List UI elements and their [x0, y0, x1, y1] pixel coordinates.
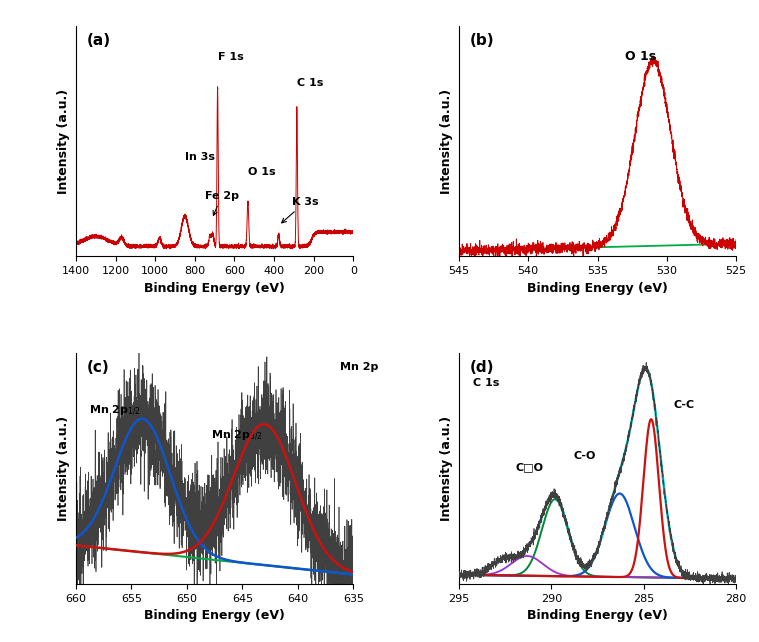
Text: (a): (a) — [87, 33, 111, 48]
Text: Mn 2p$_{1/2}$: Mn 2p$_{1/2}$ — [89, 404, 141, 419]
Text: O 1s: O 1s — [248, 168, 276, 177]
Y-axis label: Intensity (a.u.): Intensity (a.u.) — [440, 416, 453, 521]
Y-axis label: Intensity (a.u.): Intensity (a.u.) — [440, 89, 453, 194]
Y-axis label: Intensity (a.u.): Intensity (a.u.) — [58, 89, 71, 194]
X-axis label: Binding Energy (eV): Binding Energy (eV) — [144, 282, 285, 295]
Text: O 1s: O 1s — [625, 50, 657, 64]
Text: C-C: C-C — [674, 401, 695, 410]
Text: Fe 2p: Fe 2p — [205, 191, 239, 215]
X-axis label: Binding Energy (eV): Binding Energy (eV) — [527, 609, 668, 623]
Text: C-O: C-O — [573, 451, 596, 461]
Text: C 1s: C 1s — [474, 378, 499, 388]
Text: (d): (d) — [470, 360, 494, 376]
Text: (b): (b) — [470, 33, 495, 48]
Text: K 3s: K 3s — [282, 197, 319, 223]
Text: C□O: C□O — [515, 462, 543, 472]
Text: Mn 2p: Mn 2p — [340, 363, 379, 372]
Text: In 3s: In 3s — [185, 152, 215, 162]
Text: F 1s: F 1s — [218, 52, 244, 62]
X-axis label: Binding Energy (eV): Binding Energy (eV) — [527, 282, 668, 295]
Text: Mn 2p$_{3/2}$: Mn 2p$_{3/2}$ — [211, 429, 263, 443]
X-axis label: Binding Energy (eV): Binding Energy (eV) — [144, 609, 285, 623]
Text: (c): (c) — [87, 360, 110, 376]
Y-axis label: Intensity (a.u.): Intensity (a.u.) — [58, 416, 71, 521]
Text: C 1s: C 1s — [297, 78, 323, 87]
